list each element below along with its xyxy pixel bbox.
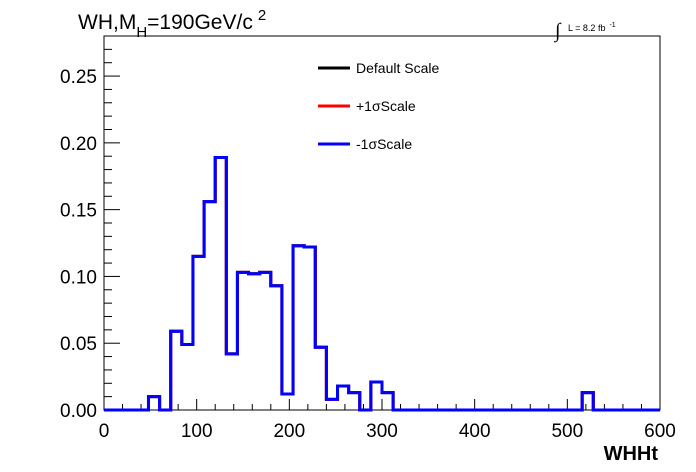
plot-frame — [103, 35, 661, 411]
lumi-superscript: -1 — [609, 22, 615, 29]
x-axis-title: WHHt — [604, 443, 659, 465]
x-tick-label: 100 — [181, 421, 213, 442]
lumi-text: L = 8.2 fb — [568, 23, 605, 33]
y-tick-label: 0.00 — [60, 401, 97, 422]
title-subscript: H — [136, 24, 147, 41]
legend-label: -1σScale — [356, 136, 412, 152]
lumi-integral: ∫ — [553, 20, 562, 43]
series-line-0 — [104, 156, 660, 412]
series-line-1 — [104, 156, 660, 412]
y-axis: 0.00 0.05 0.10 0.15 0.20 0.25 — [60, 35, 120, 422]
y-tick-label: 0.20 — [60, 134, 97, 155]
x-tick-label: 400 — [459, 421, 491, 442]
legend: Default Scale +1σScale -1σScale — [318, 60, 439, 152]
y-tick-label: 0.25 — [60, 67, 97, 88]
series-layer — [104, 156, 660, 412]
title-main: WH,M — [78, 11, 136, 34]
title-rest: =190GeV/c — [147, 11, 253, 34]
chart-title: WH,MH=190GeV/c 2 — [78, 7, 266, 41]
x-tick-label: 200 — [273, 421, 305, 442]
x-tick-label: 0 — [99, 421, 110, 442]
x-axis: 0 100 200 300 400 500 600 — [99, 399, 676, 442]
x-tick-label: 500 — [551, 421, 583, 442]
y-tick-label: 0.15 — [60, 201, 97, 222]
title-superscript: 2 — [258, 7, 266, 24]
x-tick-label: 600 — [644, 421, 676, 442]
x-tick-label: 300 — [366, 421, 398, 442]
y-tick-label: 0.10 — [60, 267, 97, 288]
legend-label: +1σScale — [356, 98, 416, 114]
lumi-label: L = 8.2 fb -1 — [568, 22, 616, 33]
series-line-2 — [104, 156, 660, 412]
y-tick-label: 0.05 — [60, 334, 97, 355]
legend-label: Default Scale — [356, 60, 439, 76]
